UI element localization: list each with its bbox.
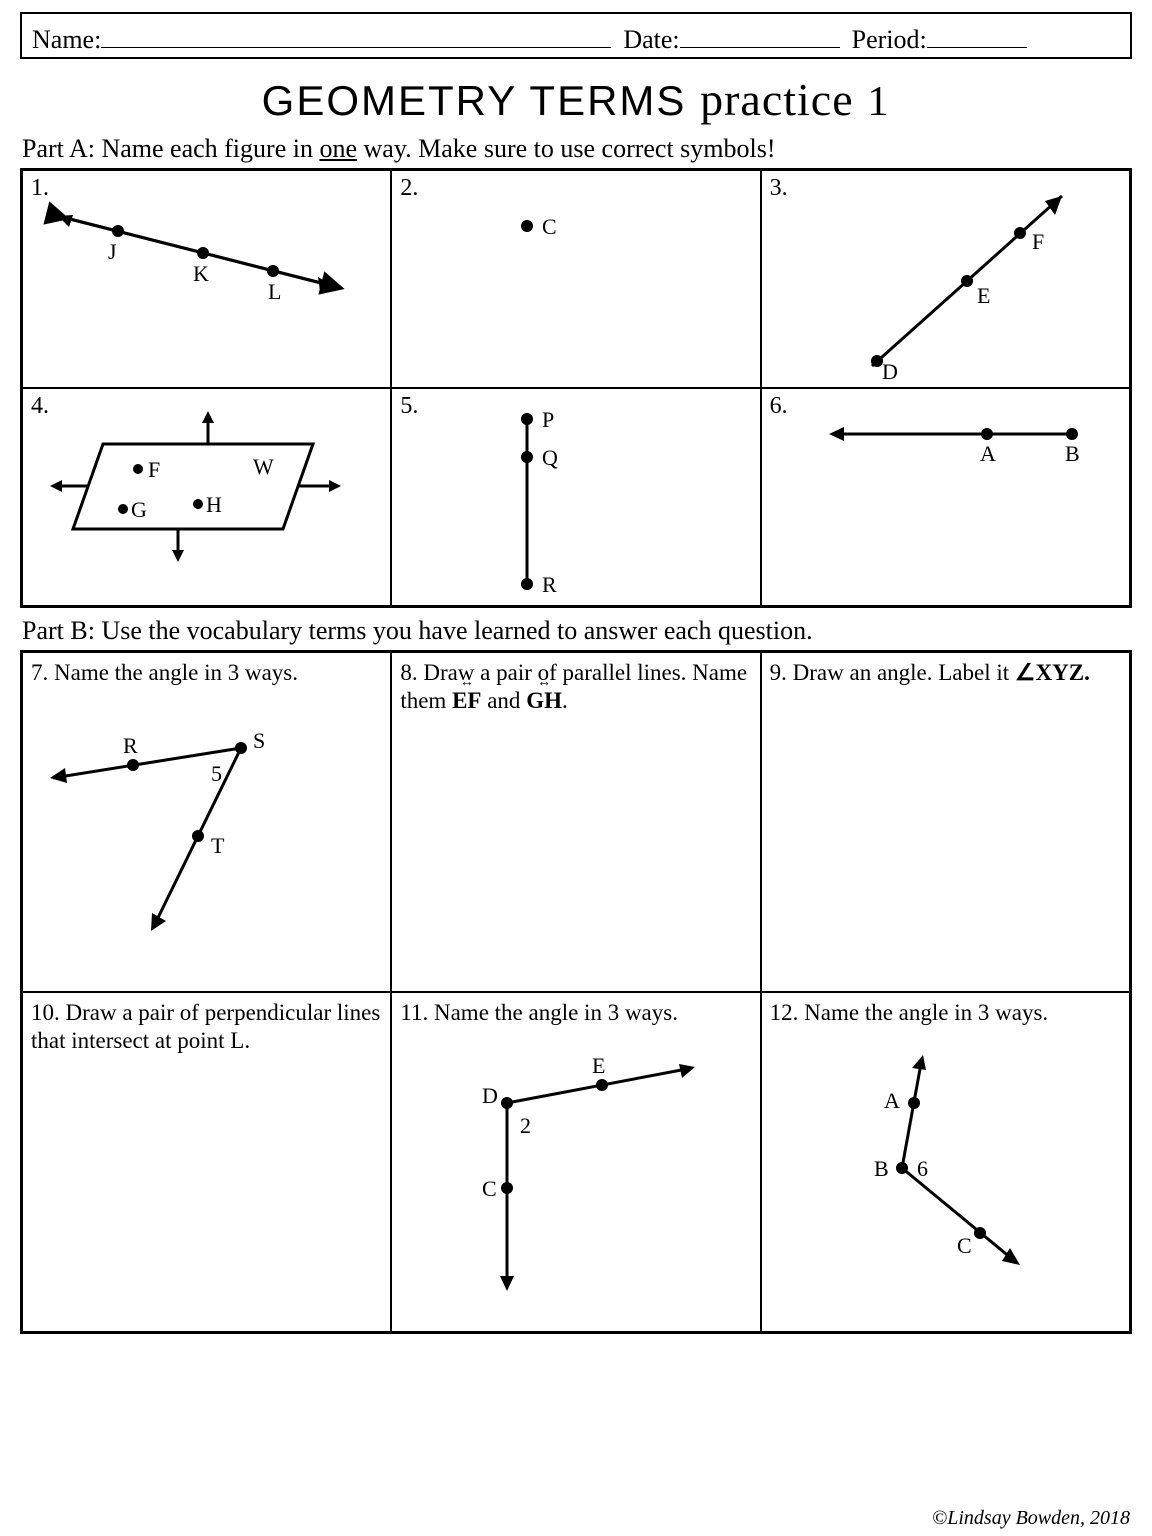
date-line[interactable] (680, 18, 840, 48)
svg-text:J: J (108, 239, 117, 264)
copyright-footer: ©Lindsay Bowden, 2018 (932, 1507, 1130, 1530)
svg-text:P: P (542, 407, 554, 432)
q9-text: 9. Draw an angle. Label it ∠XYZ. (770, 659, 1121, 688)
page-title: GEOMETRY TERMS practice 1 (20, 73, 1132, 126)
part-a-grid: 1. J K L 2. C 3 (20, 168, 1132, 608)
figure-plane: F G H W (23, 389, 383, 599)
name-label: Name: (32, 25, 101, 55)
svg-text:L: L (268, 279, 281, 304)
name-line[interactable] (101, 18, 611, 48)
cell-12: 12. Name the angle in 3 ways. A B C 6 (761, 992, 1130, 1332)
svg-text:B: B (874, 1156, 889, 1181)
svg-text:F: F (148, 457, 160, 482)
svg-text:E: E (977, 283, 990, 308)
cell-6: 6. A B (761, 388, 1130, 606)
cell-3: 3. D E F (761, 170, 1130, 388)
cell-11: 11. Name the angle in 3 ways. D E C 2 (391, 992, 760, 1332)
svg-text:W: W (253, 454, 274, 479)
cell-7: 7. Name the angle in 3 ways. R S T 5 (22, 652, 391, 992)
svg-text:R: R (123, 733, 138, 758)
q8-text: 8. Draw a pair of parallel lines. Name t… (400, 659, 751, 717)
cell-2: 2. C (391, 170, 760, 388)
svg-text:2: 2 (520, 1113, 531, 1138)
svg-text:D: D (882, 359, 898, 381)
svg-text:K: K (193, 261, 209, 286)
svg-text:G: G (131, 497, 147, 522)
svg-text:C: C (957, 1233, 972, 1258)
svg-text:S: S (253, 728, 265, 753)
figure-ray-ba: A B (762, 389, 1122, 599)
svg-text:5: 5 (211, 761, 222, 786)
figure-ray-def: D E F (762, 171, 1122, 381)
cell-1: 1. J K L (22, 170, 391, 388)
title-script: practice (700, 74, 854, 125)
cell-8: 8. Draw a pair of parallel lines. Name t… (391, 652, 760, 992)
cell-number: 8. (400, 660, 417, 685)
title-number: 1 (867, 79, 890, 125)
worksheet-page: Name: Date: Period: GEOMETRY TERMS pract… (0, 0, 1152, 1536)
svg-text:A: A (980, 441, 996, 466)
cell-number: 10. (31, 1000, 60, 1025)
period-label: Period: (852, 25, 927, 55)
date-label: Date: (623, 25, 679, 55)
figure-angle-abc: A B C 6 (762, 1028, 1122, 1318)
cell-number: 9. (770, 660, 787, 685)
cell-number: 7. (31, 660, 48, 685)
figure-line-jkl: J K L (23, 171, 383, 381)
part-b-instructions: Part B: Use the vocabulary terms you hav… (22, 616, 1130, 646)
svg-text:C: C (542, 214, 557, 239)
svg-text:A: A (884, 1088, 900, 1113)
cell-10: 10. Draw a pair of perpendicular lines t… (22, 992, 391, 1332)
cell-4: 4. F G H W (22, 388, 391, 606)
title-caps: GEOMETRY TERMS (262, 77, 687, 124)
figure-point-c: C (392, 171, 752, 381)
svg-text:6: 6 (917, 1156, 928, 1181)
svg-text:E: E (592, 1053, 605, 1078)
svg-text:R: R (542, 572, 557, 597)
cell-9: 9. Draw an angle. Label it ∠XYZ. (761, 652, 1130, 992)
figure-segment-pqr: P Q R (392, 389, 752, 599)
part-b-grid: 7. Name the angle in 3 ways. R S T 5 8. … (20, 650, 1132, 1334)
period-line[interactable] (927, 18, 1027, 48)
header-box: Name: Date: Period: (20, 12, 1132, 59)
svg-text:C: C (482, 1176, 497, 1201)
cell-number: 11. (400, 1000, 428, 1025)
part-a-instructions: Part A: Name each figure in one way. Mak… (22, 134, 1130, 164)
svg-text:Q: Q (542, 445, 558, 470)
cell-5: 5. P Q R (391, 388, 760, 606)
cell-number: 12. (770, 1000, 799, 1025)
svg-text:H: H (206, 492, 222, 517)
svg-text:B: B (1065, 441, 1080, 466)
svg-text:F: F (1032, 229, 1044, 254)
figure-angle-rst: R S T 5 (23, 693, 383, 983)
svg-text:T: T (211, 833, 225, 858)
figure-angle-dec: D E C 2 (392, 1028, 752, 1318)
svg-text:D: D (482, 1083, 498, 1108)
q10-text: 10. Draw a pair of perpendicular lines t… (31, 999, 382, 1057)
